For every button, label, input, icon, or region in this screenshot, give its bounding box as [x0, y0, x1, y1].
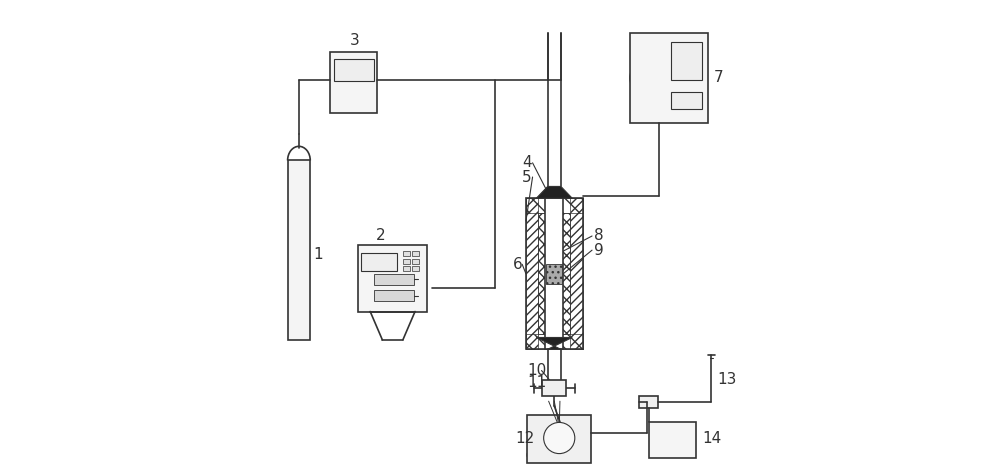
Text: 9: 9 [594, 243, 604, 258]
Bar [527, 415, 591, 463]
Bar [526, 198, 538, 349]
Bar [630, 33, 708, 123]
Text: 6: 6 [513, 257, 522, 272]
Bar [546, 264, 562, 284]
Bar [374, 290, 414, 301]
Bar [403, 266, 410, 271]
Text: 5: 5 [522, 169, 532, 185]
Circle shape [363, 290, 375, 302]
Bar [526, 198, 583, 349]
Text: 14: 14 [702, 431, 721, 447]
Bar [361, 253, 397, 271]
Text: 8: 8 [594, 228, 604, 244]
Text: 10: 10 [527, 363, 547, 378]
Bar [526, 198, 583, 213]
Polygon shape [536, 337, 572, 349]
Bar [545, 198, 563, 349]
Bar [649, 422, 696, 458]
Bar [542, 380, 566, 396]
Bar [538, 213, 570, 334]
Text: 7: 7 [714, 70, 723, 85]
Circle shape [544, 422, 575, 454]
Bar [570, 198, 583, 349]
Bar [358, 245, 427, 312]
Bar [526, 334, 583, 349]
Text: 3: 3 [350, 33, 359, 48]
Text: 2: 2 [376, 228, 385, 244]
Text: 12: 12 [515, 431, 534, 447]
Bar [288, 160, 310, 340]
Text: 4: 4 [522, 155, 532, 170]
Bar [374, 274, 414, 285]
Bar [412, 259, 419, 264]
Text: 13: 13 [718, 372, 737, 388]
Bar [334, 59, 374, 81]
Bar [403, 251, 410, 256]
Text: 11: 11 [527, 375, 547, 390]
Bar [671, 42, 702, 80]
Bar [639, 396, 658, 408]
Text: 1: 1 [314, 247, 323, 262]
Bar [330, 52, 377, 113]
Bar [412, 266, 419, 271]
Bar [412, 251, 419, 256]
Bar [403, 259, 410, 264]
Bar [671, 92, 702, 109]
Polygon shape [536, 186, 572, 198]
Circle shape [363, 273, 375, 286]
